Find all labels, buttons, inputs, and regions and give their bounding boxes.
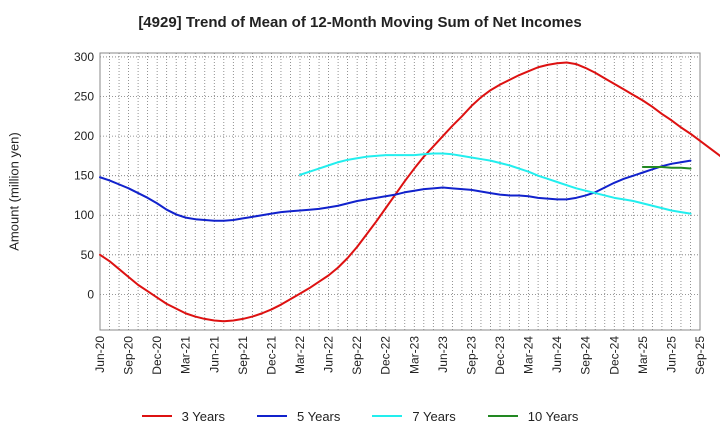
legend-item: 5 Years bbox=[257, 409, 340, 424]
x-tick-label: Jun-21 bbox=[207, 336, 221, 373]
legend-item: 3 Years bbox=[141, 408, 225, 424]
y-tick-label: 300 bbox=[74, 50, 94, 64]
series-line-10-years bbox=[641, 165, 692, 170]
y-tick-label: 250 bbox=[74, 90, 94, 104]
plot-frame bbox=[99, 52, 701, 331]
series-line-5-years bbox=[99, 159, 692, 222]
x-tick-label: Sep-24 bbox=[579, 336, 593, 375]
x-tick-label: Mar-21 bbox=[179, 336, 193, 374]
x-tick-label: Mar-23 bbox=[407, 336, 421, 374]
x-tick-label: Dec-20 bbox=[150, 336, 164, 375]
legend-swatch bbox=[487, 415, 518, 417]
y-tick-label: 0 bbox=[87, 287, 94, 301]
x-tick-label: Dec-22 bbox=[379, 336, 393, 375]
legend-swatch bbox=[257, 415, 287, 417]
x-tick-label: Jun-22 bbox=[322, 336, 336, 373]
legend: 3 Years 5 Years 7 Years 10 Years bbox=[0, 406, 720, 426]
x-tick-label: Jun-25 bbox=[664, 336, 678, 373]
legend-swatch bbox=[372, 415, 403, 417]
legend-item: 7 Years bbox=[372, 408, 456, 424]
chart-title: [4929] Trend of Mean of 12-Month Moving … bbox=[138, 14, 582, 31]
y-tick-label: 200 bbox=[74, 129, 94, 143]
x-tick-label: Dec-24 bbox=[607, 336, 621, 375]
x-tick-label: Dec-21 bbox=[264, 336, 278, 375]
x-tick-label: Sep-22 bbox=[350, 336, 364, 375]
x-tick-label: Dec-23 bbox=[493, 336, 507, 375]
x-tick-label: Sep-23 bbox=[464, 336, 478, 375]
x-tick-label: Mar-22 bbox=[293, 336, 307, 374]
series-line-3-years bbox=[99, 61, 720, 323]
x-tick-label: Jun-24 bbox=[550, 336, 564, 373]
legend-label: 7 Years bbox=[412, 408, 456, 424]
x-tick-label: Sep-20 bbox=[122, 336, 136, 375]
x-tick-label: Jun-20 bbox=[93, 336, 107, 373]
legend-label: 3 Years bbox=[181, 408, 225, 424]
x-tick-label: Sep-21 bbox=[236, 336, 250, 375]
y-tick-label: 150 bbox=[74, 169, 94, 183]
x-tick-label: Sep-25 bbox=[693, 336, 707, 375]
legend-item: 10 Years bbox=[487, 408, 579, 424]
x-tick-label: Mar-25 bbox=[636, 336, 650, 374]
x-tick-label: Jun-23 bbox=[436, 336, 450, 373]
legend-label: 10 Years bbox=[527, 408, 579, 424]
series-line-7-years bbox=[299, 152, 692, 215]
legend-label: 5 Years bbox=[297, 408, 341, 424]
x-tick-label: Mar-24 bbox=[522, 336, 536, 374]
legend-swatch bbox=[141, 415, 172, 417]
y-tick-label: 50 bbox=[81, 248, 95, 262]
y-tick-label: 100 bbox=[74, 208, 94, 222]
